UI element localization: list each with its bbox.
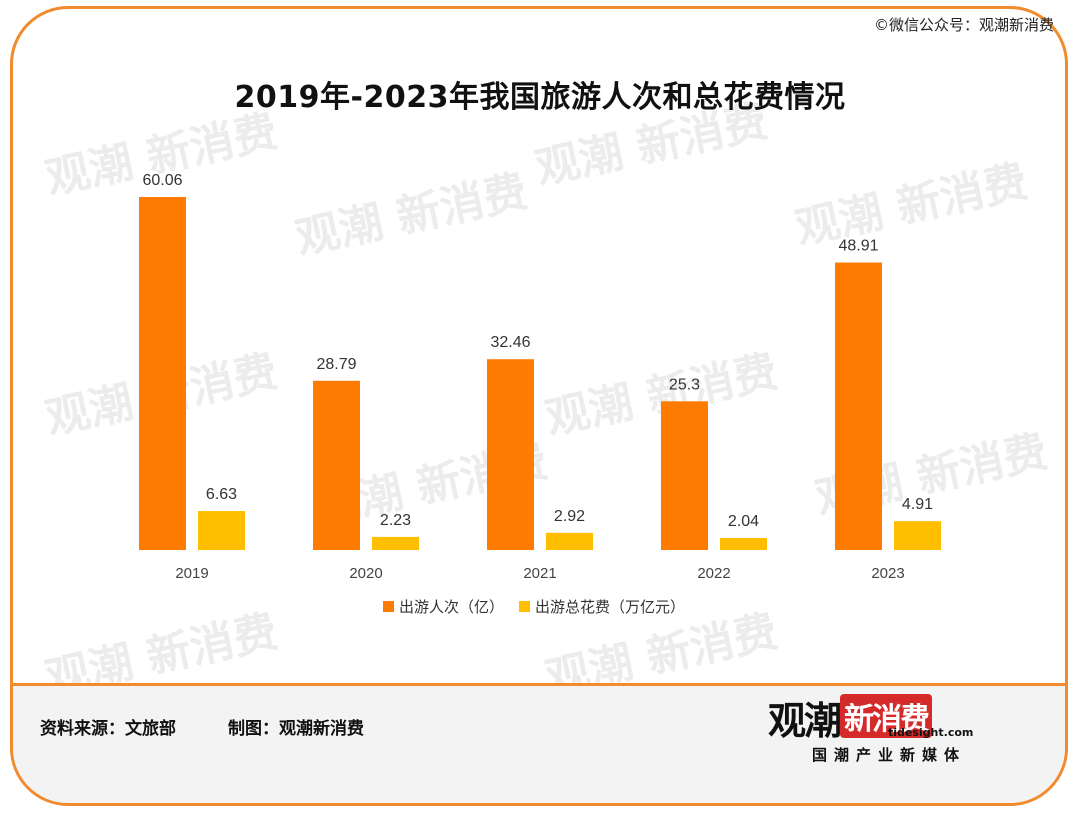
data-label-spending-2022: 2.04 (728, 513, 759, 530)
legend-label-spending: 出游总花费（万亿元） (535, 598, 685, 616)
legend-swatch-spending (519, 601, 530, 612)
bar-trips-2020 (313, 380, 360, 550)
x-tick-label-2023: 2023 (871, 565, 904, 582)
chart-maker: 制图：观潮新消费 (228, 719, 364, 739)
x-tick-label-2020: 2020 (349, 565, 382, 582)
logo-wordmark: 观潮 新消费 (768, 690, 933, 745)
brand-logo: 观潮 新消费 tidesight.com 国潮产业新媒体 (768, 690, 1008, 780)
data-label-trips-2019: 60.06 (142, 172, 182, 189)
data-label-spending-2019: 6.63 (206, 486, 237, 503)
x-tick-label-2021: 2021 (523, 565, 556, 582)
bar-trips-2019 (139, 197, 186, 550)
bar-spending-2019 (198, 511, 245, 550)
x-tick-label-2019: 2019 (175, 565, 208, 582)
poster-frame: 观潮 新消费 观潮 新消费 观潮 新消费 观潮 新消费 观潮 新消费 观潮 新消… (10, 6, 1068, 806)
bar-trips-2021 (487, 359, 534, 550)
data-label-spending-2023: 4.91 (902, 496, 933, 513)
logo-domain: tidesight.com (888, 726, 974, 739)
data-label-trips-2020: 28.79 (316, 356, 356, 373)
bar-spending-2020 (372, 536, 419, 550)
bar-chart: 60.06 6.63 28.79 2.23 32.46 2.92 25.3 2.04 48.91… (139, 172, 941, 616)
data-label-trips-2023: 48.91 (838, 238, 878, 255)
logo-subtitle: 国潮产业新媒体 (812, 746, 967, 764)
bar-spending-2021 (546, 532, 593, 550)
data-label-spending-2021: 2.92 (554, 508, 585, 525)
logo-text-part1: 观潮 (768, 699, 842, 743)
x-tick-label-2022: 2022 (697, 565, 730, 582)
data-label-trips-2021: 32.46 (490, 334, 530, 351)
chart-title: 2019年-2023年我国旅游人次和总花费情况 (234, 80, 846, 115)
wechat-watermark: ©微信公众号：观潮新消费 (873, 16, 1054, 34)
bar-spending-2022 (720, 538, 767, 550)
data-label-spending-2020: 2.23 (380, 512, 411, 529)
data-source: 资料来源：文旅部 (40, 719, 176, 739)
legend-label-trips: 出游人次（亿） (399, 598, 504, 616)
bar-trips-2023 (835, 262, 882, 550)
bar-trips-2022 (661, 401, 708, 550)
legend-swatch-trips (383, 601, 394, 612)
bar-spending-2023 (894, 521, 941, 550)
data-label-trips-2022: 25.3 (669, 376, 700, 393)
logo-text-part2: 新消费 (840, 694, 933, 738)
